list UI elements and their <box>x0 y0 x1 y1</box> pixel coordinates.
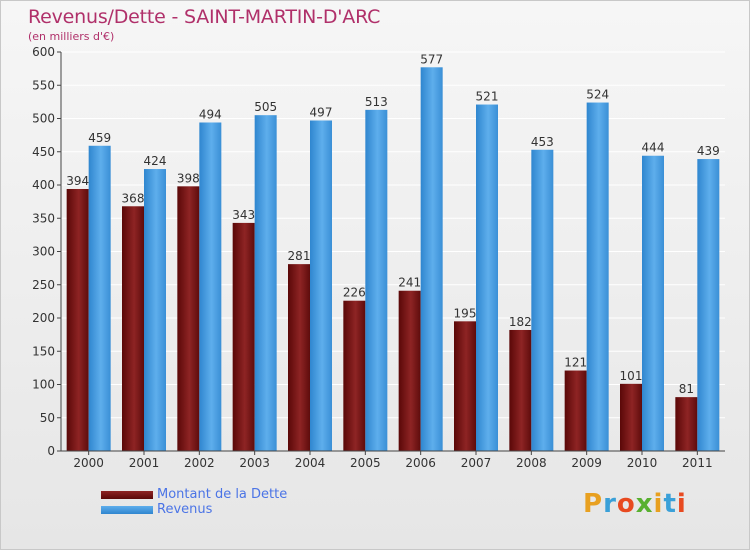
bar-revenus <box>531 149 554 451</box>
data-label-debt: 394 <box>66 174 89 188</box>
y-tick-label: 350 <box>32 211 55 225</box>
y-tick-label: 200 <box>32 311 55 325</box>
logo-letter: r <box>603 489 617 519</box>
legend-item-revenus: Revenus <box>101 502 287 517</box>
data-label-debt: 343 <box>232 208 255 222</box>
bar-revenus <box>310 120 332 452</box>
x-tick-label: 2008 <box>516 456 547 470</box>
y-tick-label: 250 <box>32 278 55 292</box>
data-label-debt: 81 <box>679 382 694 396</box>
y-tick-label: 550 <box>32 78 55 92</box>
data-label-revenus: 524 <box>586 88 609 102</box>
x-tick-label: 2006 <box>405 456 436 470</box>
bar-debt <box>177 186 200 451</box>
y-tick-label: 0 <box>47 444 55 458</box>
bar-revenus <box>586 102 609 451</box>
logo-letter: o <box>616 489 636 519</box>
bar-revenus <box>697 159 720 451</box>
bar-revenus <box>365 109 388 451</box>
logo-letter: i <box>653 489 664 519</box>
bar-revenus <box>476 104 498 451</box>
x-tick-label: 2000 <box>73 456 104 470</box>
x-tick-label: 2007 <box>461 456 492 470</box>
logo-letter: x <box>635 489 654 519</box>
y-tick-label: 50 <box>40 411 55 425</box>
y-tick-label: 150 <box>32 344 55 358</box>
x-tick-label: 2004 <box>295 456 326 470</box>
data-label-debt: 182 <box>509 315 532 329</box>
data-label-revenus: 521 <box>476 90 499 104</box>
data-label-debt: 398 <box>177 171 200 185</box>
bar-debt <box>122 206 144 451</box>
bar-revenus <box>144 169 166 452</box>
data-label-revenus: 453 <box>531 135 554 149</box>
chart-title: Revenus/Dette - SAINT-MARTIN-D'ARC <box>28 6 381 28</box>
legend-item-debt: Montant de la Dette <box>101 487 287 502</box>
bar-debt <box>66 188 89 452</box>
bar-revenus <box>642 155 664 452</box>
bar-revenus <box>88 145 111 451</box>
y-tick-label: 300 <box>32 245 55 259</box>
x-tick-label: 2003 <box>239 456 270 470</box>
legend-swatch-debt <box>101 490 153 499</box>
x-tick-label: 2001 <box>129 456 160 470</box>
data-label-revenus: 505 <box>254 100 277 114</box>
bar-debt <box>454 321 476 451</box>
y-tick-label: 450 <box>32 145 55 159</box>
data-label-debt: 121 <box>564 356 587 370</box>
chart-subtitle: (en milliers d'€) <box>28 30 115 43</box>
data-label-debt: 241 <box>398 276 421 290</box>
proxiti-logo: Proxiti <box>583 489 687 519</box>
bar-debt <box>620 383 642 451</box>
data-label-revenus: 444 <box>642 141 665 155</box>
y-tick-label: 400 <box>32 178 55 192</box>
data-label-debt: 368 <box>122 191 145 205</box>
bar-revenus <box>199 122 222 452</box>
bar-debt <box>675 397 698 451</box>
x-tick-label: 2005 <box>350 456 381 470</box>
data-label-revenus: 513 <box>365 95 388 109</box>
y-tick-label: 100 <box>32 378 55 392</box>
bar-revenus <box>254 115 277 452</box>
bar-revenus <box>420 67 443 452</box>
data-label-debt: 226 <box>343 286 366 300</box>
bar-debt <box>343 300 366 451</box>
y-tick-label: 600 <box>32 45 55 59</box>
data-label-revenus: 577 <box>420 52 443 66</box>
data-label-revenus: 494 <box>199 107 222 121</box>
y-tick-label: 500 <box>32 112 55 126</box>
data-label-debt: 101 <box>620 369 643 383</box>
x-tick-label: 2002 <box>184 456 215 470</box>
bar-debt <box>509 329 532 451</box>
chart-legend: Montant de la Dette Revenus <box>101 487 287 517</box>
data-label-debt: 195 <box>454 306 477 320</box>
bar-debt <box>288 264 310 451</box>
legend-label-debt: Montant de la Dette <box>157 487 288 502</box>
bar-debt <box>398 290 421 451</box>
legend-label-revenus: Revenus <box>157 502 213 517</box>
bar-debt <box>232 222 255 451</box>
logo-letter: P <box>583 489 604 519</box>
data-label-debt: 281 <box>288 249 311 263</box>
logo-letter: t <box>663 489 677 519</box>
x-tick-label: 2009 <box>571 456 602 470</box>
data-label-revenus: 459 <box>88 131 111 145</box>
x-tick-label: 2011 <box>682 456 713 470</box>
bar-debt <box>564 370 587 451</box>
logo-letter: i <box>676 489 687 519</box>
data-label-revenus: 497 <box>310 105 333 119</box>
data-label-revenus: 439 <box>697 144 720 158</box>
x-tick-label: 2010 <box>627 456 658 470</box>
legend-swatch-revenus <box>101 505 153 514</box>
data-label-revenus: 424 <box>144 154 167 168</box>
